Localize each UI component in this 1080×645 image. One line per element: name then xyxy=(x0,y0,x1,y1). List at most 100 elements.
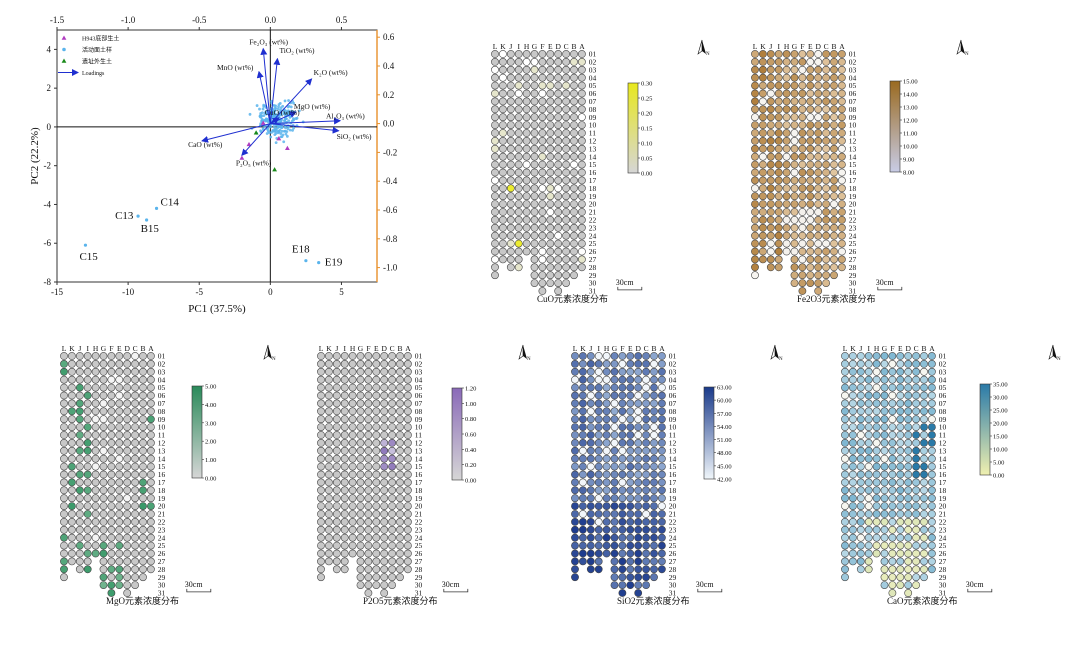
grid-cell xyxy=(650,510,658,518)
grid-cell xyxy=(880,352,889,360)
grid-cell xyxy=(790,50,799,58)
grid-cell xyxy=(586,391,595,400)
grid-cell xyxy=(759,176,767,185)
row-label: 10 xyxy=(669,423,677,432)
grid-cell xyxy=(530,192,539,201)
grid-cell xyxy=(856,399,865,408)
grid-cell xyxy=(888,470,897,479)
grid-cell xyxy=(332,399,341,408)
grid-cell xyxy=(872,359,881,368)
grid-cell xyxy=(570,129,578,137)
grid-cell xyxy=(348,446,357,455)
grid-cell xyxy=(396,359,404,368)
row-label: 10 xyxy=(939,423,947,432)
grid-cell xyxy=(806,113,815,122)
grid-cell xyxy=(790,65,799,74)
grid-cell xyxy=(340,549,349,558)
grid-cell xyxy=(491,97,499,106)
grid-cell xyxy=(60,525,68,534)
grid-cell xyxy=(928,533,936,542)
heatmap-cuo: L K J I H G F E D C B A0102030405060708091011121314… xyxy=(491,39,710,304)
grid-cell xyxy=(904,533,913,542)
grid-cell xyxy=(610,431,619,439)
column-label: L xyxy=(319,344,324,353)
grid-cell xyxy=(554,223,563,232)
grid-cell xyxy=(538,113,547,122)
grid-cell xyxy=(403,486,412,495)
grid-cell xyxy=(372,533,381,542)
grid-cell xyxy=(522,208,531,216)
grid-cell xyxy=(554,160,563,169)
grid-cell xyxy=(586,541,595,550)
grid-cell xyxy=(838,168,846,177)
grid-cell xyxy=(650,541,658,550)
column-label: J xyxy=(509,42,512,51)
grid-cell xyxy=(83,518,92,526)
grid-cell xyxy=(618,573,627,582)
grid-cell xyxy=(388,391,396,400)
grid-cell xyxy=(324,399,333,408)
grid-cell xyxy=(380,581,389,589)
grid-cell xyxy=(60,423,68,431)
grid-cell xyxy=(822,160,830,169)
grid-cell xyxy=(928,375,936,384)
grid-cell xyxy=(759,58,767,66)
grid-cell xyxy=(571,478,579,487)
grid-cell xyxy=(798,208,807,216)
grid-cell xyxy=(348,470,357,479)
grid-cell xyxy=(782,152,791,161)
grid-cell xyxy=(642,494,650,503)
grid-cell xyxy=(806,271,815,280)
grid-cell xyxy=(814,184,823,193)
grid-cell xyxy=(570,231,578,240)
grid-cell xyxy=(650,399,658,408)
grid-cell xyxy=(115,438,124,447)
grid-cell xyxy=(348,391,357,400)
row-label: 04 xyxy=(589,73,597,82)
grid-cell xyxy=(586,359,595,368)
grid-cell xyxy=(522,58,531,66)
grid-cell xyxy=(578,129,586,137)
grid-cell xyxy=(396,565,404,574)
grid-cell xyxy=(856,486,865,495)
grid-cell xyxy=(571,557,579,566)
row-label: 18 xyxy=(158,486,166,495)
grid-cell xyxy=(798,81,807,90)
grid-cell xyxy=(498,255,507,264)
grid-cell xyxy=(578,176,586,185)
row-label: 24 xyxy=(589,231,597,240)
row-label: 23 xyxy=(669,525,677,534)
row-label: 30 xyxy=(158,581,166,590)
grid-cell xyxy=(912,454,920,463)
data-point xyxy=(279,132,283,135)
row-label: 24 xyxy=(415,533,423,542)
grid-cell xyxy=(388,470,396,479)
grid-cell xyxy=(594,494,603,503)
grid-cell xyxy=(123,565,132,574)
row-label: 23 xyxy=(589,223,597,232)
colorbar-label: 8.00 xyxy=(903,170,914,177)
grid-cell xyxy=(546,152,555,161)
grid-cell xyxy=(634,589,643,597)
grid-cell xyxy=(822,192,830,201)
top-tick-label: -1.5 xyxy=(50,15,65,25)
data-point xyxy=(292,117,295,120)
grid-cell xyxy=(139,533,147,542)
grid-cell xyxy=(586,565,595,574)
grid-cell xyxy=(570,160,578,169)
grid-cell xyxy=(380,407,389,416)
grid-cell xyxy=(91,399,100,408)
grid-cell xyxy=(324,407,333,416)
row-label: 21 xyxy=(669,510,677,519)
grid-cell xyxy=(751,144,759,153)
grid-cell xyxy=(546,231,555,240)
grid-cell xyxy=(594,399,603,408)
colorbar-label: 1.20 xyxy=(465,386,476,393)
grid-cell xyxy=(912,510,920,518)
grid-cell xyxy=(579,510,587,518)
row-label: 03 xyxy=(849,65,857,74)
grid-cell xyxy=(920,462,928,471)
grid-cell xyxy=(356,518,365,526)
grid-cell xyxy=(579,462,587,471)
grid-cell xyxy=(782,105,791,114)
